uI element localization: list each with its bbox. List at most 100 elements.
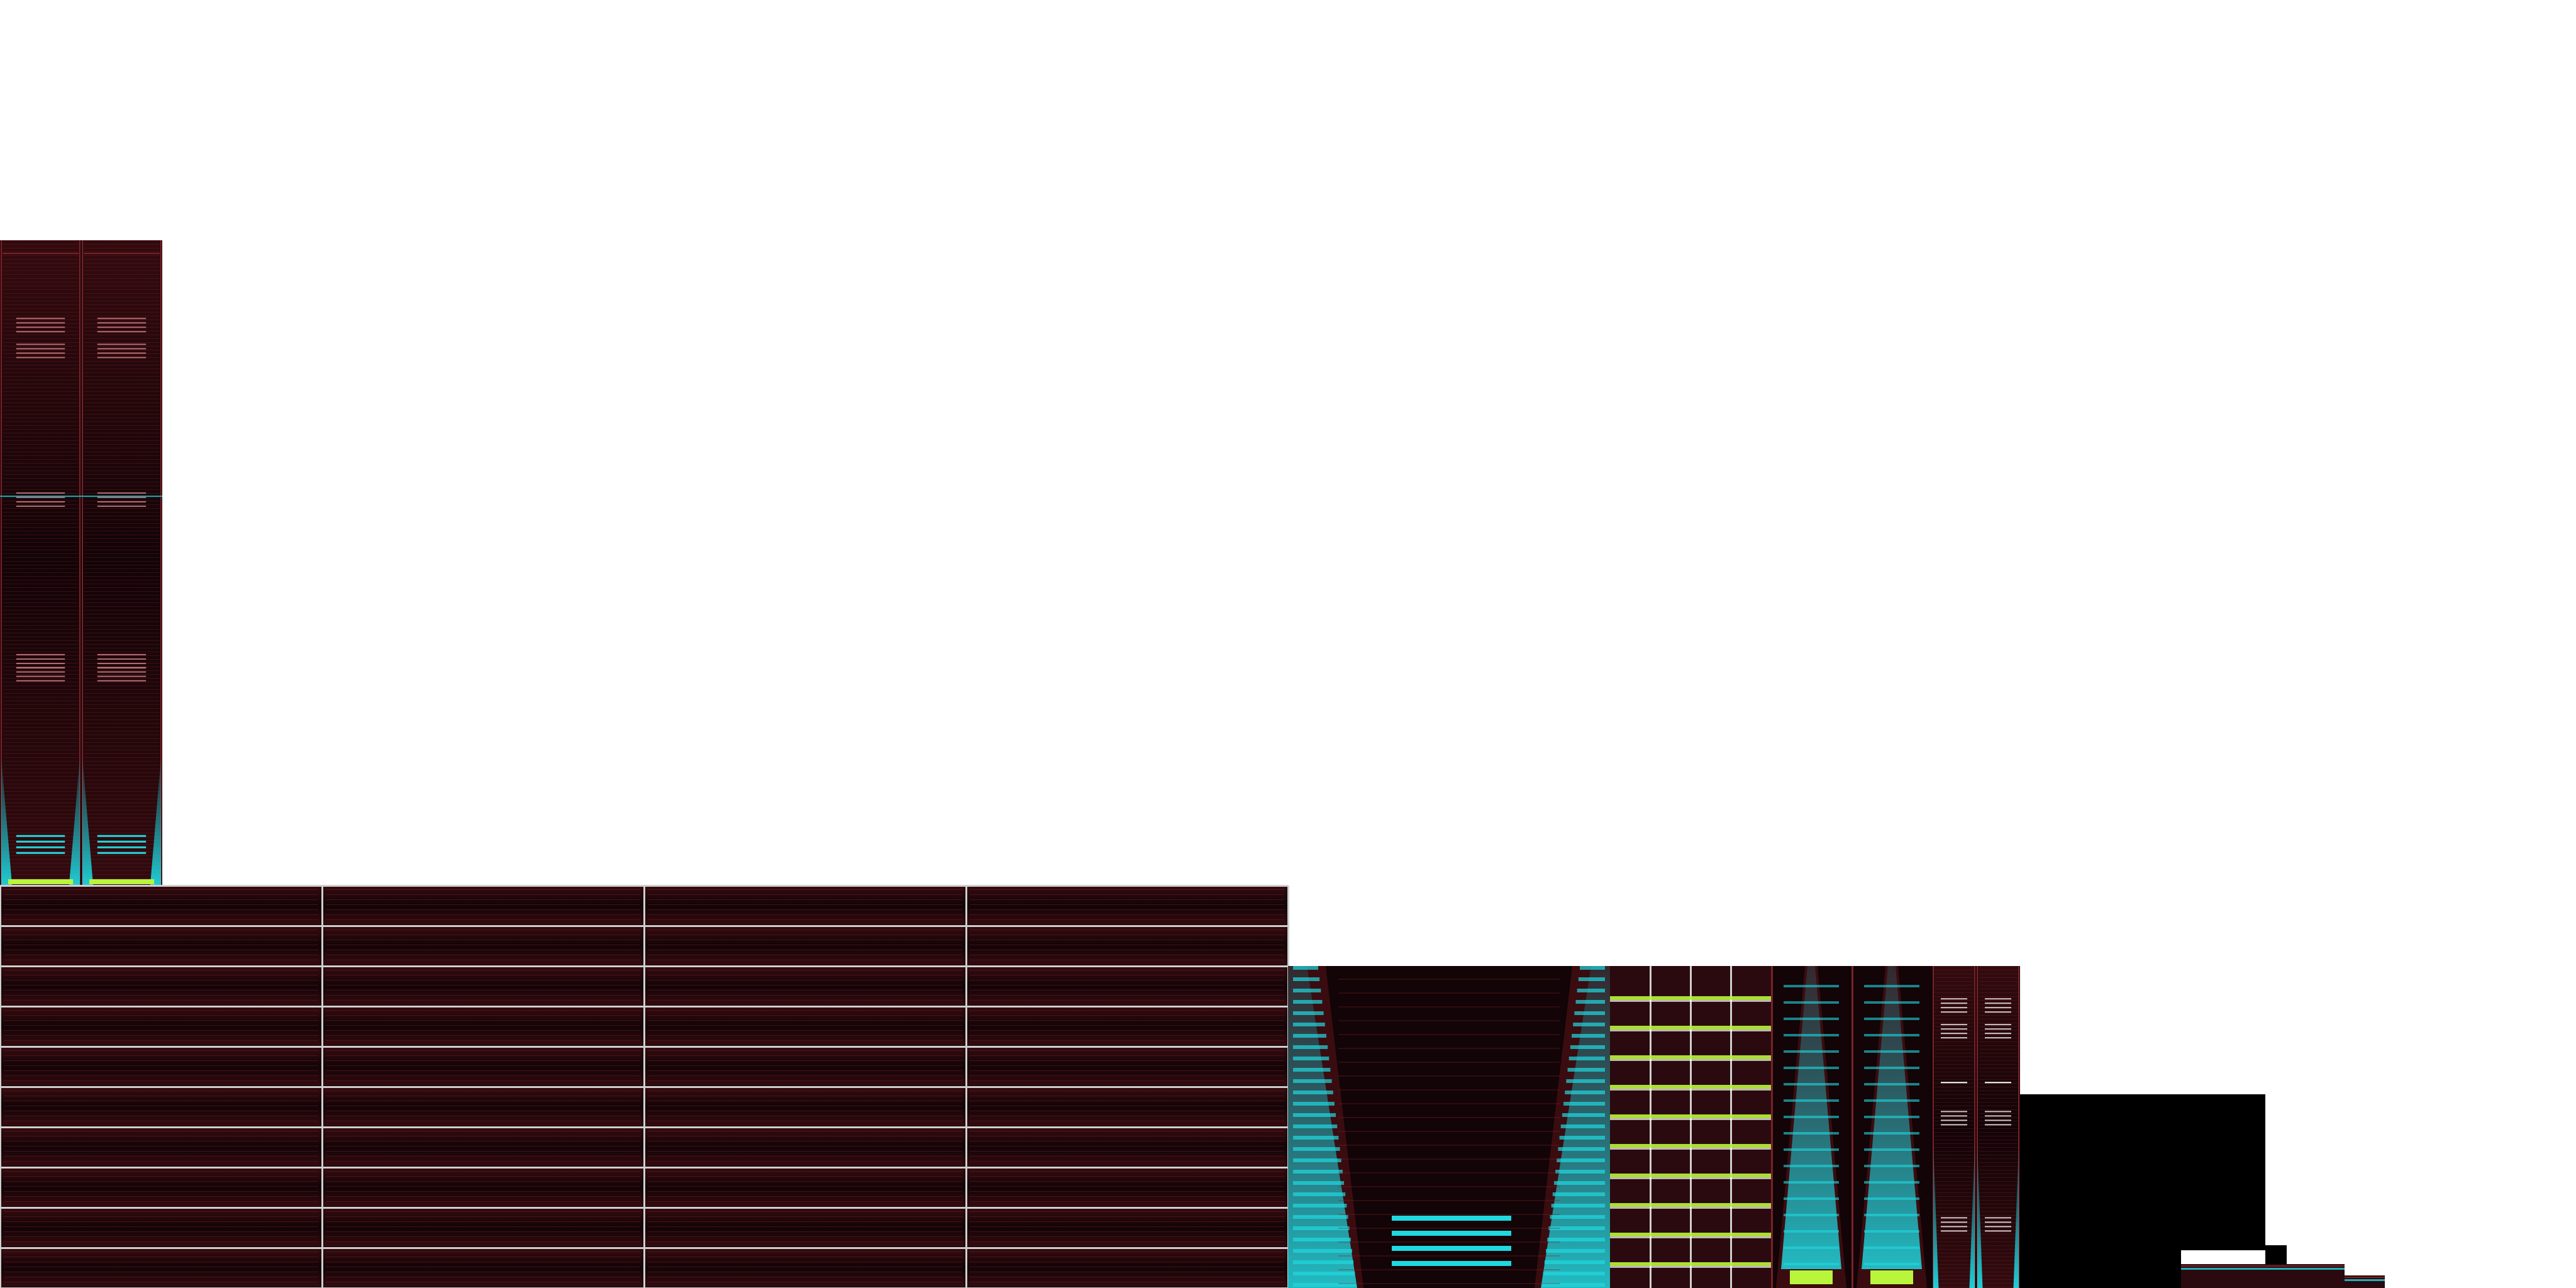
white-rule xyxy=(1941,1082,1967,1084)
highlight-bar xyxy=(16,658,65,660)
highlight-bar xyxy=(1941,1028,1967,1030)
striation xyxy=(3,346,79,347)
funnel-stripe xyxy=(1784,1148,1839,1151)
striation xyxy=(1979,1075,2018,1076)
cell-striation xyxy=(326,914,640,915)
scallop xyxy=(1562,1113,1605,1117)
striation xyxy=(3,738,79,739)
striation xyxy=(1935,1192,1974,1193)
thin-strip-b xyxy=(2345,1275,2385,1288)
scallop xyxy=(1293,1057,1330,1060)
highlight-bar xyxy=(1941,1024,1967,1026)
striation xyxy=(84,859,160,860)
highlight-bar xyxy=(16,653,65,655)
grid-cell xyxy=(967,1048,1287,1085)
ladder-rung xyxy=(1610,1144,1771,1148)
striation xyxy=(1979,1132,2018,1133)
striation xyxy=(84,323,160,324)
striation xyxy=(84,795,160,796)
cell-striation xyxy=(970,1211,1284,1212)
striation xyxy=(84,595,160,596)
striation xyxy=(84,670,160,671)
cell-striation xyxy=(4,1035,318,1036)
funnel-stripe xyxy=(1784,1050,1839,1053)
cell-striation xyxy=(970,889,1284,890)
grid-cell xyxy=(967,967,1287,1005)
mid-stripe xyxy=(1338,1158,1560,1160)
striation xyxy=(84,576,160,577)
highlight-bar xyxy=(16,501,65,502)
highlight-bar xyxy=(97,492,147,494)
striation xyxy=(3,806,79,807)
funnel-stripe xyxy=(1864,1181,1919,1184)
strip-fill xyxy=(2345,1275,2385,1288)
striation xyxy=(3,723,79,724)
scallop xyxy=(1559,1136,1605,1140)
cell-striation xyxy=(970,1231,1284,1232)
funnel-stripe xyxy=(1864,1132,1919,1135)
striation xyxy=(3,459,79,460)
striation xyxy=(3,240,79,241)
striation xyxy=(3,746,79,747)
striation xyxy=(3,674,79,675)
cyan-streak xyxy=(69,757,80,887)
striation xyxy=(3,504,79,505)
cell-striation xyxy=(4,1015,318,1016)
striation xyxy=(84,878,160,879)
striation xyxy=(84,361,160,362)
striation xyxy=(3,293,79,294)
cell-striation xyxy=(970,1226,1284,1227)
striation xyxy=(84,504,160,505)
cell-striation xyxy=(326,1000,640,1001)
striation xyxy=(1935,1234,1974,1235)
cell-striation xyxy=(4,894,318,895)
cyan-streak xyxy=(2013,1143,2019,1288)
cell-striation xyxy=(4,1171,318,1172)
cell-striation xyxy=(648,909,962,910)
funnel-stripe xyxy=(1864,1050,1919,1053)
funnel-stripe xyxy=(1784,1181,1839,1184)
funnel-stripe xyxy=(1784,1263,1839,1265)
highlight-bar xyxy=(1985,1124,2011,1126)
funnel-panel xyxy=(1288,966,1610,1288)
striation xyxy=(84,572,160,573)
cyan-bar xyxy=(97,835,147,837)
striation xyxy=(84,289,160,290)
mid-stripe xyxy=(1338,1214,1560,1215)
mid-stripe xyxy=(1338,979,1560,980)
highlight-bar xyxy=(16,357,65,358)
cell-striation xyxy=(326,1060,640,1061)
thin-strip-a xyxy=(2181,1264,2345,1288)
strip-rule xyxy=(2345,1277,2385,1278)
grid-cell xyxy=(645,1249,965,1287)
grid-cell xyxy=(1,967,321,1005)
striation xyxy=(84,674,160,675)
scallop xyxy=(1293,1079,1332,1083)
striation xyxy=(84,606,160,607)
grid-cell xyxy=(1,1008,321,1045)
striation xyxy=(3,372,79,373)
scallop xyxy=(1580,966,1605,970)
cell-striation xyxy=(326,1010,640,1011)
ladder-rail xyxy=(1690,966,1692,1288)
cell-striation xyxy=(326,1080,640,1081)
cell-striation xyxy=(326,1050,640,1051)
funnel-stripe xyxy=(1864,1034,1919,1036)
cell-striation xyxy=(648,1055,962,1056)
cell-striation xyxy=(970,909,1284,910)
strip-fill xyxy=(2181,1264,2345,1288)
striation xyxy=(3,519,79,520)
striation xyxy=(1935,1064,1974,1065)
scallop xyxy=(1293,977,1320,981)
striation xyxy=(3,840,79,841)
cell-striation xyxy=(326,904,640,905)
mid-stripe xyxy=(1338,1131,1560,1132)
highlight-bar xyxy=(1941,1124,1967,1126)
rung-highlight xyxy=(1610,1000,1771,1002)
mid-stripe xyxy=(1338,1048,1560,1049)
cell-striation xyxy=(326,1030,640,1031)
highlight-bar xyxy=(97,318,147,319)
cell-striation xyxy=(648,1171,962,1172)
highlight-bar xyxy=(1941,1226,1967,1228)
ladder-rung xyxy=(1610,1114,1771,1118)
